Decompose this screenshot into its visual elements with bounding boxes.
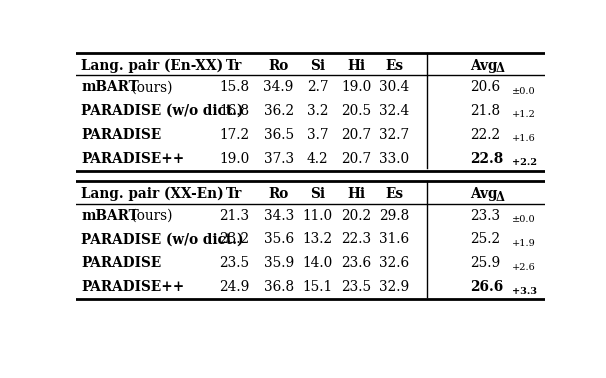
Text: 17.2: 17.2 — [219, 128, 250, 142]
Text: +1.6: +1.6 — [511, 134, 535, 143]
Text: 22.8: 22.8 — [470, 152, 504, 166]
Text: +2.6: +2.6 — [511, 263, 535, 272]
Text: 37.3: 37.3 — [264, 152, 294, 166]
Text: 19.0: 19.0 — [219, 152, 250, 166]
Text: 23.3: 23.3 — [470, 209, 501, 223]
Text: 15.8: 15.8 — [219, 80, 250, 94]
Text: +3.3: +3.3 — [511, 287, 536, 296]
Text: 20.7: 20.7 — [342, 152, 371, 166]
Text: PARADISE: PARADISE — [81, 256, 162, 270]
Text: PARADISE++: PARADISE++ — [81, 152, 185, 166]
Text: 13.2: 13.2 — [302, 232, 333, 246]
Text: Ro: Ro — [268, 59, 289, 73]
Text: 16.8: 16.8 — [219, 104, 250, 118]
Text: (ours): (ours) — [127, 80, 173, 94]
Text: 21.8: 21.8 — [470, 104, 501, 118]
Text: 20.2: 20.2 — [342, 209, 371, 223]
Text: 33.0: 33.0 — [379, 152, 409, 166]
Text: 21.3: 21.3 — [219, 209, 250, 223]
Text: +1.2: +1.2 — [511, 110, 536, 119]
Text: 15.1: 15.1 — [302, 280, 333, 294]
Text: Hi: Hi — [347, 187, 365, 201]
Text: 36.2: 36.2 — [264, 104, 294, 118]
Text: 19.0: 19.0 — [341, 80, 371, 94]
Text: (ours): (ours) — [127, 209, 173, 223]
Text: 20.7: 20.7 — [342, 128, 371, 142]
Text: 14.0: 14.0 — [302, 256, 333, 270]
Text: Es: Es — [385, 59, 403, 73]
Text: 23.5: 23.5 — [219, 256, 250, 270]
Text: 20.6: 20.6 — [470, 80, 501, 94]
Text: +2.2: +2.2 — [511, 158, 536, 167]
Text: PARADISE: PARADISE — [81, 128, 162, 142]
Text: 32.6: 32.6 — [379, 256, 409, 270]
Text: 23.6: 23.6 — [342, 256, 371, 270]
Text: 2.7: 2.7 — [307, 80, 328, 94]
Text: 24.9: 24.9 — [219, 280, 250, 294]
Text: 25.9: 25.9 — [470, 256, 501, 270]
Text: 31.6: 31.6 — [379, 232, 409, 246]
Text: 22.3: 22.3 — [342, 232, 371, 246]
Text: 34.9: 34.9 — [264, 80, 294, 94]
Text: 25.2: 25.2 — [470, 232, 501, 246]
Text: 30.4: 30.4 — [379, 80, 409, 94]
Text: ±0.0: ±0.0 — [511, 215, 535, 224]
Text: Lang. pair (En-XX): Lang. pair (En-XX) — [81, 59, 224, 73]
Text: 22.2: 22.2 — [470, 128, 501, 142]
Text: ±0.0: ±0.0 — [511, 87, 535, 96]
Text: 3.7: 3.7 — [307, 128, 328, 142]
Text: Tr: Tr — [226, 59, 242, 73]
Text: PARADISE (w/o dict.): PARADISE (w/o dict.) — [81, 104, 244, 118]
Text: PARADISE++: PARADISE++ — [81, 280, 185, 294]
Text: Si: Si — [310, 59, 325, 73]
Text: 29.8: 29.8 — [379, 209, 409, 223]
Text: 32.7: 32.7 — [379, 128, 409, 142]
Text: 35.6: 35.6 — [264, 232, 294, 246]
Text: 32.9: 32.9 — [379, 280, 409, 294]
Text: 34.3: 34.3 — [264, 209, 294, 223]
Text: Ro: Ro — [268, 187, 289, 201]
Text: Lang. pair (XX-En): Lang. pair (XX-En) — [81, 187, 224, 201]
Text: 32.4: 32.4 — [379, 104, 409, 118]
Text: Es: Es — [385, 187, 403, 201]
Text: 23.2: 23.2 — [219, 232, 250, 246]
Text: 23.5: 23.5 — [342, 280, 371, 294]
Text: 4.2: 4.2 — [307, 152, 328, 166]
Text: Tr: Tr — [226, 187, 242, 201]
Text: mBART: mBART — [81, 209, 139, 223]
Text: 36.5: 36.5 — [264, 128, 294, 142]
Text: 35.9: 35.9 — [264, 256, 294, 270]
Text: Avg: Avg — [470, 187, 498, 201]
Text: 36.8: 36.8 — [264, 280, 294, 294]
Text: Δ: Δ — [496, 191, 505, 204]
Text: Avg: Avg — [470, 59, 498, 73]
Text: PARADISE (w/o dict.): PARADISE (w/o dict.) — [81, 232, 244, 246]
Text: Si: Si — [310, 187, 325, 201]
Text: Δ: Δ — [496, 62, 505, 75]
Text: 20.5: 20.5 — [342, 104, 371, 118]
Text: 11.0: 11.0 — [302, 209, 333, 223]
Text: +1.9: +1.9 — [511, 239, 535, 248]
Text: 3.2: 3.2 — [307, 104, 328, 118]
Text: Hi: Hi — [347, 59, 365, 73]
Text: mBART: mBART — [81, 80, 139, 94]
Text: 26.6: 26.6 — [470, 280, 504, 294]
